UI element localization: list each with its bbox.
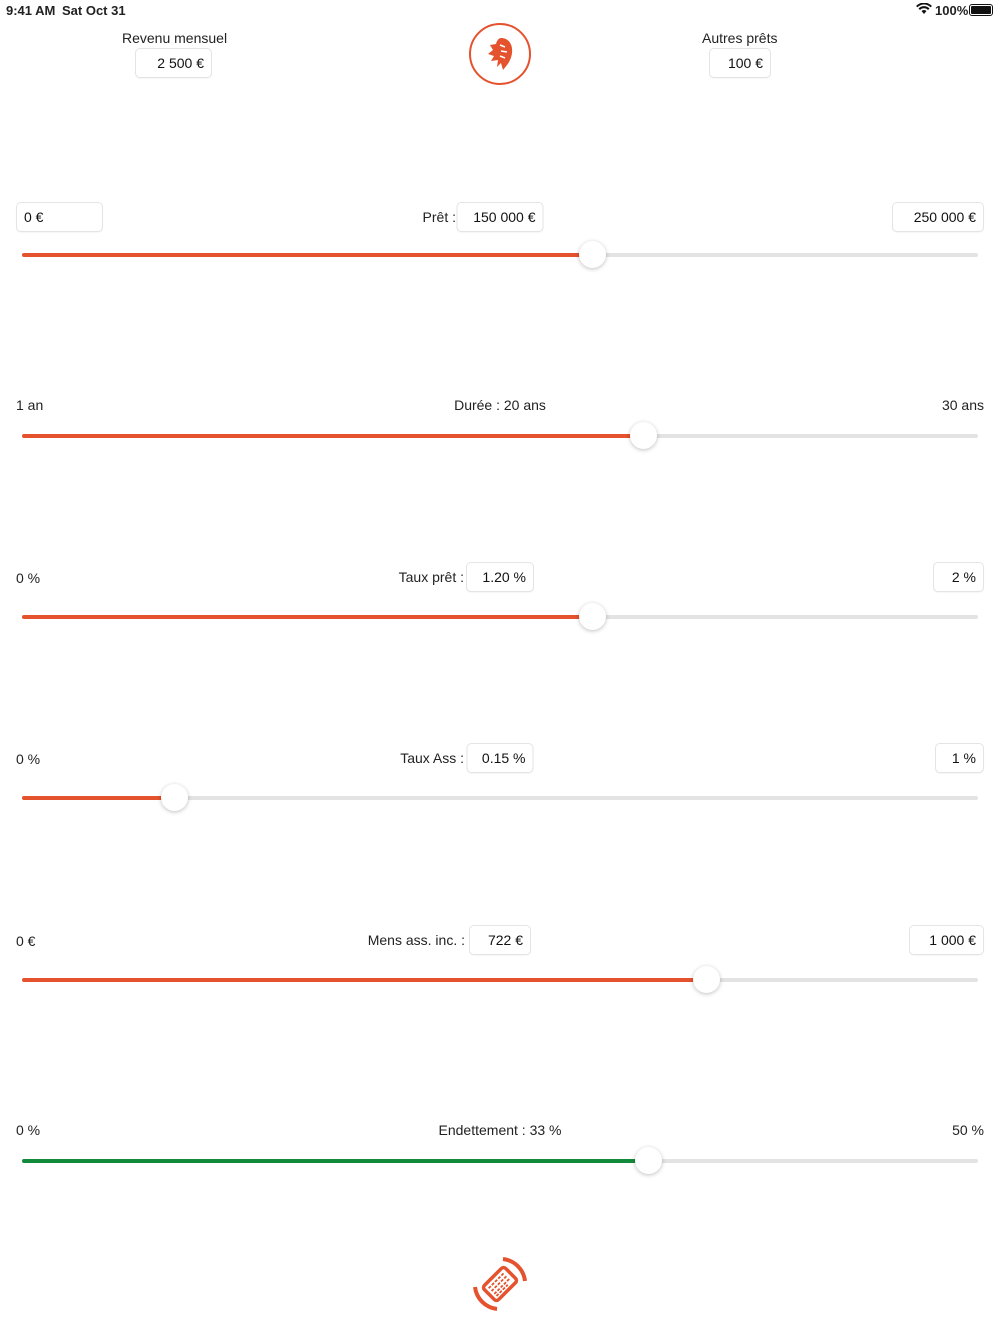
duration-slider-row: 1 an Durée : 20 ans 30 ans [0, 397, 1000, 467]
monthly-slider-thumb[interactable] [692, 966, 720, 993]
loan-slider-thumb[interactable] [579, 241, 607, 268]
insurance-max-input[interactable]: 1 % [935, 743, 984, 773]
rate-value-input[interactable]: 1.20 % [466, 562, 534, 592]
insurance-min-label: 0 % [16, 751, 41, 767]
rate-slider-row: 0 % Taux prêt : 1.20 % 2 % [0, 562, 1000, 632]
duration-slider-fill [22, 434, 644, 438]
debt-label: Endettement : 33 % [438, 1122, 562, 1138]
monthly-max-input[interactable]: 1 000 € [909, 925, 984, 955]
monthly-min-label: 0 € [16, 933, 36, 949]
insurance-slider[interactable] [22, 784, 978, 811]
other-loans-label: Autres prêts [702, 30, 778, 46]
rate-min-label: 0 % [16, 570, 41, 586]
duration-max-label: 30 ans [941, 397, 984, 413]
debt-slider-thumb[interactable] [635, 1147, 663, 1174]
rate-slider-fill [22, 615, 593, 619]
rotate-device-icon[interactable] [470, 1254, 530, 1314]
status-date: Sat Oct 31 [62, 3, 126, 18]
other-loans-input[interactable]: 100 € [709, 48, 771, 78]
insurance-slider-row: 0 % Taux Ass : 0.15 % 1 % [0, 743, 1000, 813]
monthly-label: Mens ass. inc. : [367, 932, 465, 948]
insurance-label: Taux Ass : [400, 750, 464, 766]
monthly-value-input[interactable]: 722 € [469, 925, 531, 955]
loan-label: Prêt : [422, 209, 456, 225]
loan-min-input[interactable]: 0 € [16, 202, 103, 232]
debt-slider[interactable] [22, 1147, 978, 1174]
income-label: Revenu mensuel [122, 30, 228, 46]
debt-slider-fill [22, 1159, 649, 1163]
debt-min-label: 0 % [16, 1122, 41, 1138]
lion-icon [469, 23, 531, 85]
duration-min-label: 1 an [16, 397, 44, 413]
loan-slider[interactable] [22, 241, 978, 268]
duration-label: Durée : 20 ans [454, 397, 546, 413]
monthly-slider[interactable] [22, 966, 978, 993]
rate-slider-thumb[interactable] [579, 603, 607, 630]
loan-value-input[interactable]: 150 000 € [456, 202, 544, 232]
insurance-slider-fill [22, 796, 175, 800]
rate-max-input[interactable]: 2 % [933, 562, 984, 592]
debt-slider-row: 0 % Endettement : 33 % 50 % [0, 1122, 1000, 1192]
rate-slider[interactable] [22, 603, 978, 630]
loan-max-input[interactable]: 250 000 € [892, 202, 984, 232]
monthly-slider-fill [22, 978, 707, 982]
wifi-icon [916, 2, 932, 18]
battery-icon [969, 4, 993, 16]
duration-slider-thumb[interactable] [630, 422, 658, 449]
loan-slider-row: 0 € Prêt : 150 000 € 250 000 € [0, 202, 1000, 272]
income-input[interactable]: 2 500 € [135, 48, 212, 78]
duration-slider[interactable] [22, 422, 978, 449]
rate-label: Taux prêt : [398, 569, 464, 585]
debt-max-label: 50 % [952, 1122, 984, 1138]
insurance-value-input[interactable]: 0.15 % [466, 743, 534, 773]
loan-slider-fill [22, 253, 593, 257]
monthly-slider-row: 0 € Mens ass. inc. : 722 € 1 000 € [0, 925, 1000, 995]
battery-percent: 100% [935, 3, 969, 18]
insurance-slider-thumb[interactable] [161, 784, 189, 811]
status-time: 9:41 AM [6, 3, 56, 18]
